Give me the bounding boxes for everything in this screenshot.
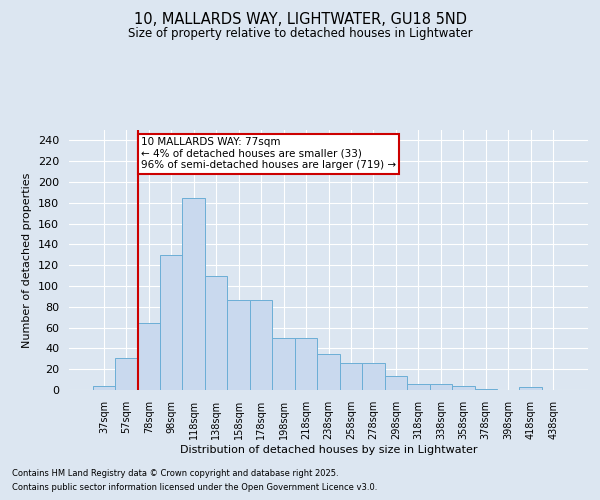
Bar [92,386,115,390]
Bar [317,354,340,390]
Bar [340,363,362,390]
Text: Contains public sector information licensed under the Open Government Licence v3: Contains public sector information licen… [12,484,377,492]
Bar [295,338,317,390]
Text: Size of property relative to detached houses in Lightwater: Size of property relative to detached ho… [128,28,472,40]
Bar [137,324,160,390]
Bar [272,338,295,390]
Bar [430,384,452,390]
Bar [160,255,182,390]
Bar [250,300,272,390]
X-axis label: Distribution of detached houses by size in Lightwater: Distribution of detached houses by size … [180,444,477,454]
Text: 10, MALLARDS WAY, LIGHTWATER, GU18 5ND: 10, MALLARDS WAY, LIGHTWATER, GU18 5ND [133,12,467,28]
Bar [385,376,407,390]
Bar [227,300,250,390]
Bar [205,276,227,390]
Text: 10 MALLARDS WAY: 77sqm
← 4% of detached houses are smaller (33)
96% of semi-deta: 10 MALLARDS WAY: 77sqm ← 4% of detached … [141,138,396,170]
Bar [362,363,385,390]
Bar [407,384,430,390]
Bar [475,389,497,390]
Text: Contains HM Land Registry data © Crown copyright and database right 2025.: Contains HM Land Registry data © Crown c… [12,468,338,477]
Y-axis label: Number of detached properties: Number of detached properties [22,172,32,348]
Bar [452,386,475,390]
Bar [520,387,542,390]
Bar [115,358,137,390]
Bar [182,198,205,390]
